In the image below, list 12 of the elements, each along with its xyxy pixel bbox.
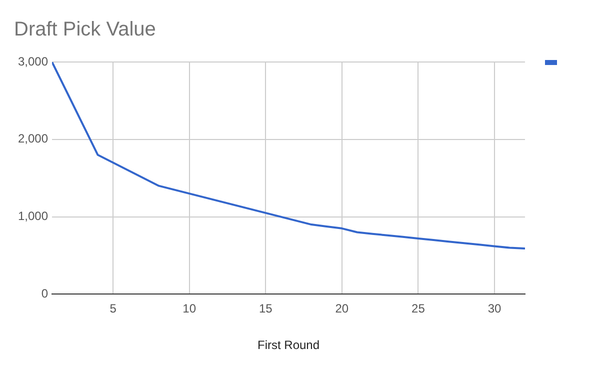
x-axis-title: First Round	[258, 338, 320, 352]
x-tick-label: 15	[258, 302, 273, 316]
y-tick-label: 2,000	[18, 132, 48, 146]
y-tick-label: 0	[41, 286, 48, 301]
x-tick-label: 25	[412, 302, 426, 316]
x-tick-label: 30	[488, 302, 502, 316]
x-tick-label: 20	[335, 302, 349, 316]
y-tick-label: 3,000	[18, 54, 48, 68]
y-tick-label: 1,000	[18, 209, 48, 224]
x-tick-label: 5	[110, 302, 117, 316]
x-tick-label: 10	[182, 302, 196, 316]
chart-title: Draft Pick Value	[14, 18, 156, 41]
